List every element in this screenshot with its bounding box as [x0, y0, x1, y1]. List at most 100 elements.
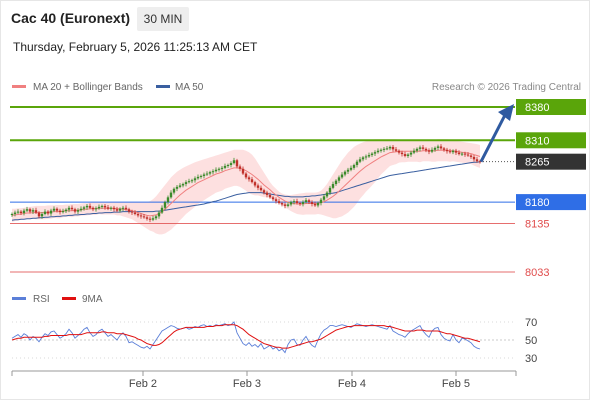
candle-body — [127, 209, 131, 212]
candle-body — [421, 147, 425, 149]
candle-body — [418, 147, 422, 149]
candle-body — [268, 194, 272, 198]
candle-body — [391, 146, 395, 150]
candle-body — [364, 156, 368, 158]
price-legend: MA 20 + Bollinger Bands MA 50 Research ©… — [12, 82, 581, 93]
candle-body — [43, 211, 47, 214]
candle-body — [61, 211, 65, 213]
candle-body — [175, 186, 179, 189]
candle-body — [94, 208, 98, 210]
level-box-8265 — [516, 153, 586, 170]
candle-body — [253, 182, 257, 186]
candle-body — [295, 201, 299, 204]
rsi-tick-30: 30 — [525, 353, 537, 365]
candle-body — [205, 173, 209, 175]
candle-body — [304, 200, 308, 203]
candle-body — [34, 210, 38, 213]
candle-body — [178, 185, 182, 187]
candle-body — [202, 174, 206, 176]
candle-body — [472, 156, 476, 160]
candle-body — [91, 207, 95, 210]
forecast-arrow-line — [479, 114, 507, 163]
candle-body — [211, 171, 215, 173]
candle-body — [220, 167, 224, 169]
candle-body — [313, 204, 317, 206]
candle-body — [331, 184, 335, 188]
candle-body — [355, 161, 359, 166]
candle-body — [256, 185, 260, 188]
candle-body — [157, 212, 161, 217]
ma20-legend-swatch — [12, 85, 26, 88]
candle-body — [310, 202, 314, 205]
timeframe-badge[interactable]: 30 MIN — [137, 7, 189, 31]
candle-body — [235, 160, 239, 167]
candle-body — [307, 200, 311, 203]
candle-body — [424, 148, 428, 151]
candle-body — [346, 169, 350, 172]
candle-body — [109, 207, 113, 209]
candle-body — [145, 217, 149, 219]
ma20-legend-label: MA 20 + Bollinger Bands — [33, 82, 143, 93]
candle-body — [352, 165, 356, 168]
candle-body — [232, 160, 236, 164]
candle-body — [82, 207, 86, 209]
candle-body — [31, 210, 35, 212]
rsi-tick-70: 70 — [525, 317, 537, 329]
candle-body — [430, 149, 434, 152]
chart-title: Cac 40 (Euronext) — [11, 10, 131, 26]
candle-body — [286, 204, 290, 206]
candle-body — [10, 213, 14, 215]
candle-body — [106, 207, 110, 209]
ma50-legend-swatch — [156, 85, 170, 88]
candle-body — [160, 207, 164, 213]
chart-datetime: Thursday, February 5, 2026 11:25:13 AM C… — [13, 40, 258, 54]
level-box-8310 — [516, 132, 586, 149]
candle-body — [439, 146, 443, 149]
ma50-legend-label: MA 50 — [175, 82, 204, 93]
candle-body — [454, 150, 458, 153]
candle-body — [349, 167, 353, 170]
candle-body — [250, 179, 254, 183]
candle-body — [388, 146, 392, 149]
candle-body — [442, 148, 446, 150]
candle-body — [79, 208, 83, 211]
candle-body — [340, 174, 344, 178]
candle-body — [334, 180, 338, 185]
candle-body — [151, 218, 155, 220]
candle-body — [100, 205, 104, 207]
candle-body — [28, 209, 32, 212]
candle-body — [262, 190, 266, 193]
candle-body — [139, 215, 143, 217]
candle-body — [370, 153, 374, 156]
candle-body — [445, 149, 449, 152]
candle-body — [76, 210, 80, 212]
rsi-tick-50: 50 — [525, 335, 537, 347]
candle-body — [403, 154, 407, 156]
candle-body — [328, 187, 332, 193]
candle-body — [49, 210, 53, 214]
candle-body — [199, 175, 203, 177]
level-label-8310: 8310 — [525, 135, 549, 147]
candle-body — [103, 205, 107, 208]
candle-body — [433, 147, 437, 150]
candle-body — [229, 163, 233, 166]
x-tick-label: Feb 3 — [233, 378, 261, 390]
x-tick-label: Feb 2 — [129, 378, 157, 390]
candle-body — [394, 149, 398, 151]
x-tick-label: Feb 4 — [338, 378, 366, 390]
candle-body — [118, 208, 122, 211]
candle-body — [13, 212, 17, 214]
candle-body — [298, 203, 302, 205]
candle-body — [184, 182, 188, 185]
header-bar: Cac 40 (Euronext) 30 MIN — [0, 0, 590, 36]
candle-body — [40, 213, 44, 217]
candle-body — [166, 197, 170, 203]
candle-body — [124, 207, 128, 210]
candle-body — [457, 152, 461, 155]
candle-body — [460, 153, 464, 155]
candle-body — [172, 188, 176, 193]
candle-body — [22, 210, 26, 214]
candle-body — [214, 169, 218, 172]
copyright-label: Research © 2026 Trading Central — [432, 82, 581, 93]
